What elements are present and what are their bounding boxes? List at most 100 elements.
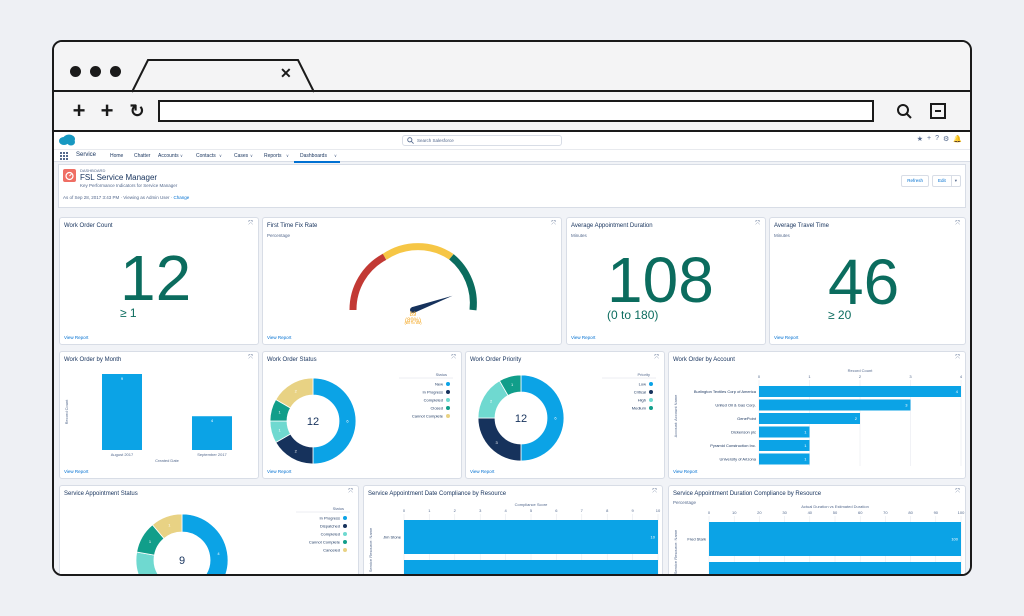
nav-chatter[interactable]: Chatter [134,153,151,159]
card-title: Work Order by Account [673,357,735,363]
x-tick-label: 80 [908,510,913,515]
expand-icon[interactable]: ⤧ [654,355,659,361]
metric-target: ≥ 1 [120,306,137,320]
donut-slice [498,374,522,397]
x-tick-label: 50 [833,510,838,515]
chevron-down-icon[interactable]: ∨ [219,153,222,158]
expand-icon[interactable]: ⤧ [955,355,960,361]
legend-swatch [649,382,653,386]
page-title: FSL Service Manager [80,173,158,182]
minimize-icon[interactable] [930,103,946,119]
slice-data-label: 1 [511,382,514,387]
expand-icon[interactable]: ⤧ [955,489,960,495]
reload-icon[interactable]: ↻ [129,101,145,121]
expand-icon[interactable]: ⤧ [955,221,960,227]
global-actions-icon[interactable]: + [927,135,932,142]
window-dot-icon[interactable] [70,66,81,77]
window-dot-icon[interactable] [90,66,101,77]
bar [709,562,961,574]
x-tick-label: 90 [934,510,939,515]
global-search-input[interactable]: Search Salesforce [402,135,562,146]
slice-data-label: 2 [490,398,493,403]
plus-icon[interactable]: + [72,98,86,123]
nav-accounts[interactable]: Accounts [158,153,179,159]
app-name: Service [76,152,97,158]
view-report-link[interactable]: View Report [673,469,698,474]
expand-icon[interactable]: ⤧ [755,221,760,227]
card-average-appointment-duration: Average Appointment Duration Minutes ⤧ 1… [566,217,766,345]
window-dot-icon[interactable] [110,66,121,77]
card-subtitle: Percentage [673,500,697,505]
x-tick-label: August 2017 [111,452,134,457]
app-launcher-icon[interactable] [60,152,68,160]
legend-title: Status [333,506,344,511]
nav-dashboards[interactable]: Dashboards [300,153,327,159]
expand-icon[interactable]: ⤧ [248,355,253,361]
view-report-link[interactable]: View Report [774,335,799,340]
chevron-down-icon[interactable]: ∨ [250,153,253,158]
chevron-down-icon[interactable]: ∨ [180,153,183,158]
expand-icon[interactable]: ⤧ [248,221,253,227]
record-type-label: DASHBOARD [80,168,106,173]
plus-icon[interactable]: + [100,98,114,123]
legend-swatch [446,414,450,418]
view-report-link[interactable]: View Report [571,335,596,340]
global-header: Search Salesforce ★ + ? ⚙ 🔔 [54,132,970,149]
more-actions-chevron-icon[interactable]: ▾ [951,175,961,187]
bar-data-label: 10 [651,575,656,577]
gauge-band-low [349,253,387,311]
nav-contacts[interactable]: Contacts [196,153,216,159]
x-tick-label: 6 [555,508,558,513]
refresh-button[interactable]: Refresh [901,175,929,187]
app-nav-bar: Service Home Chatter Accounts Contacts C… [54,149,970,163]
url-bar[interactable] [158,100,874,122]
legend-swatch [446,406,450,410]
expand-icon[interactable]: ⤧ [551,221,556,227]
view-report-link[interactable]: View Report [267,335,292,340]
view-report-link[interactable]: View Report [267,469,292,474]
card-title: Average Travel Time [774,223,829,229]
nav-home[interactable]: Home [110,153,124,159]
donut-service-appointment-status: 412119StatusIn ProgressDispatchedComplet… [135,506,350,574]
view-report-link[interactable]: View Report [64,335,89,340]
setup-gear-icon[interactable]: ⚙ [943,136,950,143]
search-icon[interactable] [896,103,912,119]
slice-data-label: 1 [279,410,282,415]
favorites-icon[interactable]: ★ [916,136,923,143]
nav-cases[interactable]: Cases [234,153,249,159]
legend-swatch [343,540,347,544]
y-tick-label: Pyramid Construction Inc. [710,443,756,448]
x-tick-label: 0 [403,508,406,513]
notifications-icon[interactable]: 🔔 [953,136,962,143]
x-axis-label: Created Date [155,458,180,463]
legend-entry: Closed [431,406,443,411]
nav-reports[interactable]: Reports [264,153,282,159]
x-axis-label: Actual Duration vs Estimated Duration [801,504,869,509]
expand-icon[interactable]: ⤧ [451,355,456,361]
help-icon[interactable]: ? [935,135,939,142]
card-title: Work Order by Month [64,357,122,363]
metric-target: ≥ 20 [828,308,852,322]
chevron-down-icon[interactable]: ∨ [286,153,289,158]
legend-swatch [343,524,347,528]
expand-icon[interactable]: ⤧ [652,489,657,495]
gauge-needle [411,295,453,313]
bar-data-label: 10 [651,535,656,540]
card-sa-date-compliance: Service Appointment Date Compliance by R… [363,485,663,577]
view-report-link[interactable]: View Report [470,469,495,474]
close-tab-icon[interactable]: ✕ [280,65,292,81]
card-work-order-priority: Work Order Priority ⤧ 6 3 2 1 12 Priority Low C… [465,351,665,479]
donut-center-value: 9 [179,555,185,567]
metric-value: 46 [828,246,900,318]
salesforce-cloud-icon[interactable] [58,134,76,146]
x-tick-label: 2 [859,374,862,379]
x-tick-label: 3 [479,508,482,513]
chevron-down-icon[interactable]: ∨ [334,153,337,158]
edit-button[interactable]: Edit [931,175,952,187]
change-link[interactable]: Change [173,195,190,200]
expand-icon[interactable]: ⤧ [348,489,353,495]
gauge-band-mid [382,243,454,260]
view-report-link[interactable]: View Report [64,469,89,474]
search-icon [407,137,414,144]
browser-tab[interactable] [132,58,322,94]
